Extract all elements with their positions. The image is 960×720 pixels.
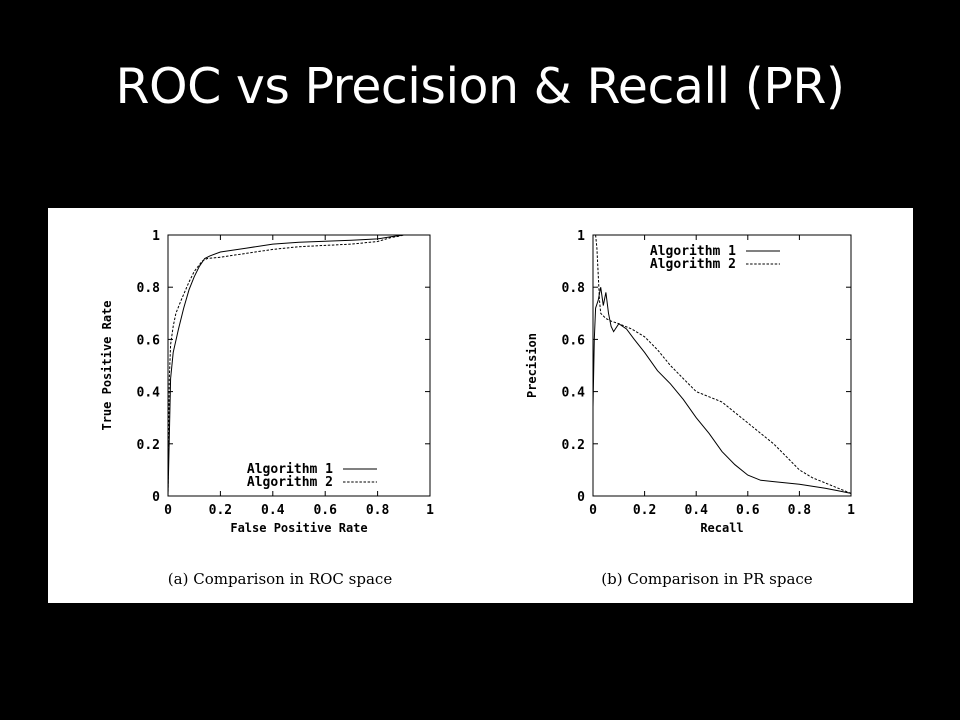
- chart-1-legend-label-1: Algorithm 1: [247, 462, 333, 477]
- chart-2-x-tick-label: 0: [589, 503, 597, 518]
- chart-1-y-tick-label: 0.4: [137, 386, 161, 401]
- chart-2-y-tick-label: 0.2: [562, 438, 585, 453]
- chart-1-x-tick-label: 0.2: [209, 503, 232, 518]
- chart-1-y-axis-label: True Positive Rate: [100, 300, 114, 430]
- chart-1-x-tick-label: 0.6: [313, 503, 337, 518]
- chart-2-legend-label-1: Algorithm 1: [650, 244, 736, 259]
- chart-2-caption: (b) Comparison in PR space: [601, 570, 813, 588]
- chart-2-y-tick-label: 0.4: [562, 386, 586, 401]
- chart-1-series-line-1: [167, 234, 430, 497]
- chart-2-y-tick-label: 0.6: [562, 333, 586, 348]
- chart-1-legend-label-2: Algorithm 2: [247, 475, 333, 490]
- chart-1-series-line-2: [167, 234, 430, 497]
- chart-1-plot-frame: [167, 234, 431, 497]
- slide-title: ROC vs Precision & Recall (PR): [115, 58, 845, 115]
- chart-2-y-tick-label: 0: [577, 490, 585, 505]
- chart-2-y-tick-label: 0.8: [562, 281, 586, 296]
- chart-2-legend-label-2: Algorithm 2: [650, 257, 736, 272]
- chart-1-x-tick-label: 1: [426, 503, 434, 518]
- chart-2-series-line-2: [595, 234, 852, 494]
- chart-1-y-tick-label: 0.6: [137, 333, 161, 348]
- chart-2-x-tick-label: 0.8: [788, 503, 812, 518]
- chart-2-x-tick-label: 0.4: [684, 503, 708, 518]
- chart-2-x-tick-label: 0.2: [633, 503, 656, 518]
- chart-1-x-tick-label: 0: [164, 503, 172, 518]
- chart-1-x-tick-label: 0.8: [366, 503, 390, 518]
- chart-2-series-line-1: [592, 287, 852, 494]
- chart-2-y-tick-label: 1: [577, 229, 585, 244]
- chart-2-plot-frame: [592, 234, 852, 497]
- chart-2-x-tick-label: 1: [847, 503, 855, 518]
- chart-1-x-axis-label: False Positive Rate: [230, 521, 367, 535]
- figure-panel: 0 0.2 0.4 0.6 0.8 1 0 0.2 0.4 0.6 0.8 1 False Positi…: [48, 208, 913, 603]
- chart-2-x-axis-label: Recall: [700, 521, 743, 535]
- chart-2-x-tick-label: 0.6: [736, 503, 760, 518]
- figure-svg: 0 0.2 0.4 0.6 0.8 1 0 0.2 0.4 0.6 0.8 1 False Positi…: [100, 229, 855, 588]
- chart-2-y-axis-label: Precision: [525, 333, 539, 398]
- chart-1-y-tick-label: 0.8: [137, 281, 161, 296]
- chart-1-y-tick-label: 0: [152, 490, 160, 505]
- chart-1-y-tick-label: 1: [152, 229, 160, 244]
- chart-1-y-tick-label: 0.2: [137, 438, 160, 453]
- chart-1-x-tick-label: 0.4: [261, 503, 285, 518]
- chart-1-caption: (a) Comparison in ROC space: [168, 570, 393, 588]
